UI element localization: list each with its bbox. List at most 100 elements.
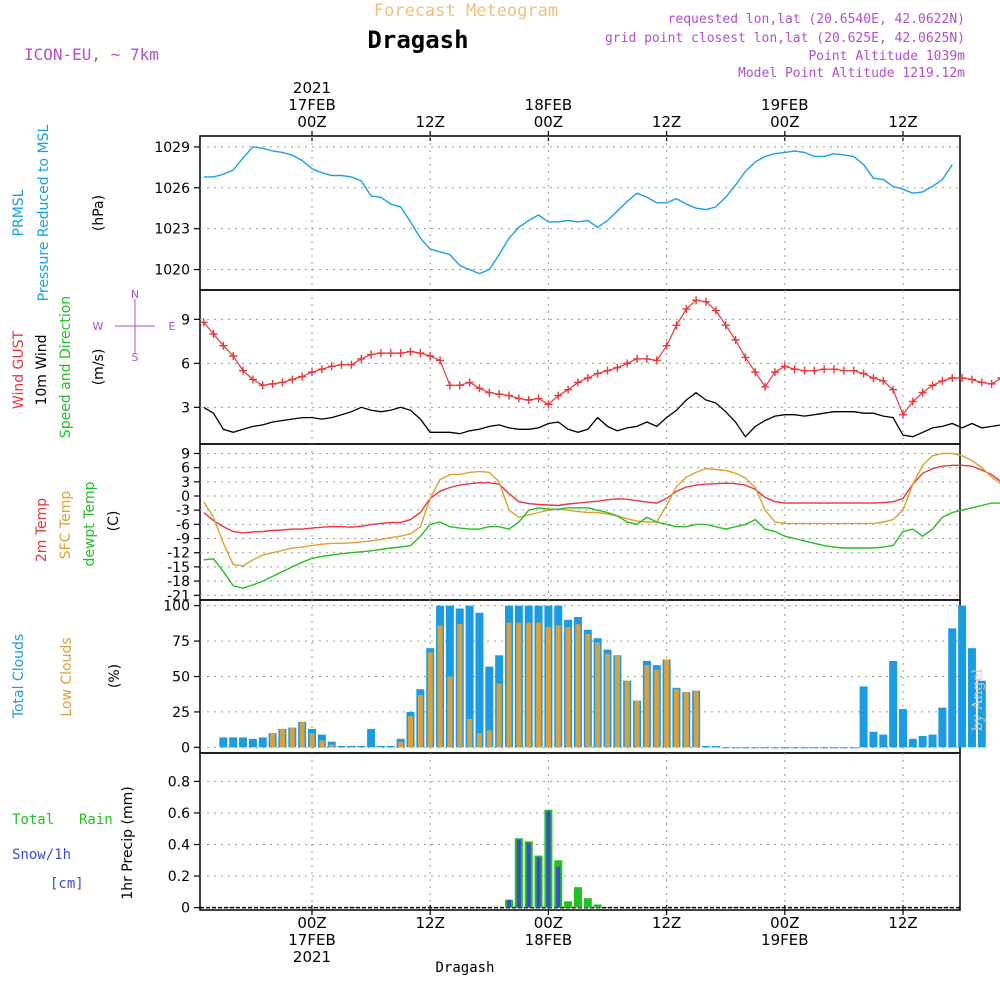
pressure-unit: (hPa) (91, 195, 107, 231)
time-axis-label: 00Z (297, 113, 326, 131)
y-tick-label: -12 (167, 546, 190, 562)
time-axis-label: 00Z (534, 914, 563, 932)
y-tick-label: -6 (176, 517, 190, 533)
low-cloud-bar (398, 741, 404, 748)
gust-point (534, 394, 543, 403)
precip-total-label: Total (12, 812, 54, 828)
gust-point (830, 365, 839, 374)
rain-bar (583, 898, 592, 908)
banner-title: Forecast Meteogram (374, 1, 558, 21)
gust-point (288, 375, 297, 384)
total-cloud-bar (810, 747, 819, 749)
total-cloud-bar (918, 736, 927, 748)
pressure-label-prmsl: PRMSL (11, 189, 27, 236)
gust-point (997, 377, 1000, 379)
gust-point (849, 366, 858, 375)
time-axis-label: 2021 (293, 948, 331, 966)
compass-s-label: S (132, 351, 139, 364)
chart-marks (199, 146, 1000, 909)
wind-gust-label: Wind GUST (11, 330, 27, 409)
time-axis-label: 19FEB (761, 931, 808, 949)
total-cloud-bar (908, 738, 917, 748)
gust-point (839, 366, 848, 375)
total-cloud-bar (347, 745, 356, 748)
low-cloud-bar (467, 719, 473, 748)
gust-point (386, 349, 395, 358)
total-cloud-bar (367, 728, 376, 748)
low-cloud-bar (408, 716, 413, 748)
gust-point (347, 360, 356, 369)
gust-point (308, 368, 316, 377)
y-tick-label: 0 (181, 901, 190, 917)
y-tick-label: -21 (167, 588, 190, 604)
snow-bar (507, 899, 511, 908)
total-cloud-bar (869, 731, 878, 748)
gust-point (317, 365, 326, 374)
low-cloud-bar (526, 622, 532, 748)
snow-bar (536, 857, 541, 908)
gust-point (239, 366, 248, 375)
total-cloud-bar (928, 734, 937, 748)
low-cloud-bar (516, 622, 522, 748)
total-cloud-bar (800, 747, 809, 749)
gust-point (859, 369, 868, 378)
total-cloud-bar (711, 745, 720, 748)
gust-point (436, 356, 445, 365)
low-cloud-bar (447, 676, 453, 748)
low-cloud-bar (309, 733, 315, 748)
time-axis-label: 18FEB (525, 96, 572, 114)
gust-point (948, 374, 957, 382)
total-cloud-bar (485, 666, 494, 748)
gust-point (514, 394, 523, 403)
low-cloud-bar (476, 733, 482, 748)
y-tick-label: 25 (172, 705, 190, 721)
precip-axis-label: 1hr Precip (mm) (120, 786, 136, 899)
gust-point (967, 375, 976, 384)
gust-point (475, 384, 484, 393)
wind-panel-frame (199, 289, 961, 445)
temp-2m-line (203, 464, 1000, 534)
time-axis-label: 19FEB (761, 96, 808, 114)
y-tick-label: 0.4 (168, 838, 190, 854)
precip-rain-label: Rain (79, 812, 113, 828)
gust-point (652, 356, 661, 365)
total-cloud-bar (820, 747, 829, 749)
total-cloud-bar (229, 737, 238, 748)
gust-point (406, 347, 415, 356)
total-cloud-bar (859, 686, 868, 748)
gust-point (505, 391, 513, 400)
total-cloud-bar (790, 747, 799, 749)
rain-bar (564, 901, 573, 908)
total-cloud-bar (948, 628, 957, 748)
total-cloud-bar (938, 707, 947, 748)
pressure-line (203, 146, 953, 275)
total-cloud-bar (248, 738, 257, 748)
low-cloud-bar (664, 659, 670, 748)
gust-point (899, 410, 907, 419)
total-cloud-bar (889, 660, 898, 748)
gust-point (692, 296, 701, 305)
total-clouds-label: Total Clouds (11, 634, 27, 719)
signature-watermark: by Angel (970, 668, 986, 731)
gust-point (741, 353, 750, 362)
precip-panel-frame (199, 752, 961, 911)
snow-bar (526, 842, 531, 908)
time-axis-label: 00Z (770, 914, 799, 932)
snow-bar (556, 866, 561, 908)
dewpt-line (203, 502, 1000, 589)
wind-compass-icon: N S W E (93, 288, 176, 364)
gust-point (209, 330, 218, 338)
gust-point (554, 391, 563, 400)
y-tick-label: -15 (167, 560, 190, 576)
total-cloud-bar (239, 737, 248, 748)
gust-point (642, 354, 651, 363)
temp-dewpt-label: dewpt Temp (82, 481, 98, 566)
gust-point (367, 350, 376, 359)
low-cloud-bar (624, 680, 630, 748)
footer-location: Dragash (435, 960, 494, 976)
low-cloud-bar (634, 700, 640, 748)
total-cloud-bar (475, 612, 484, 748)
gust-point (662, 341, 671, 350)
